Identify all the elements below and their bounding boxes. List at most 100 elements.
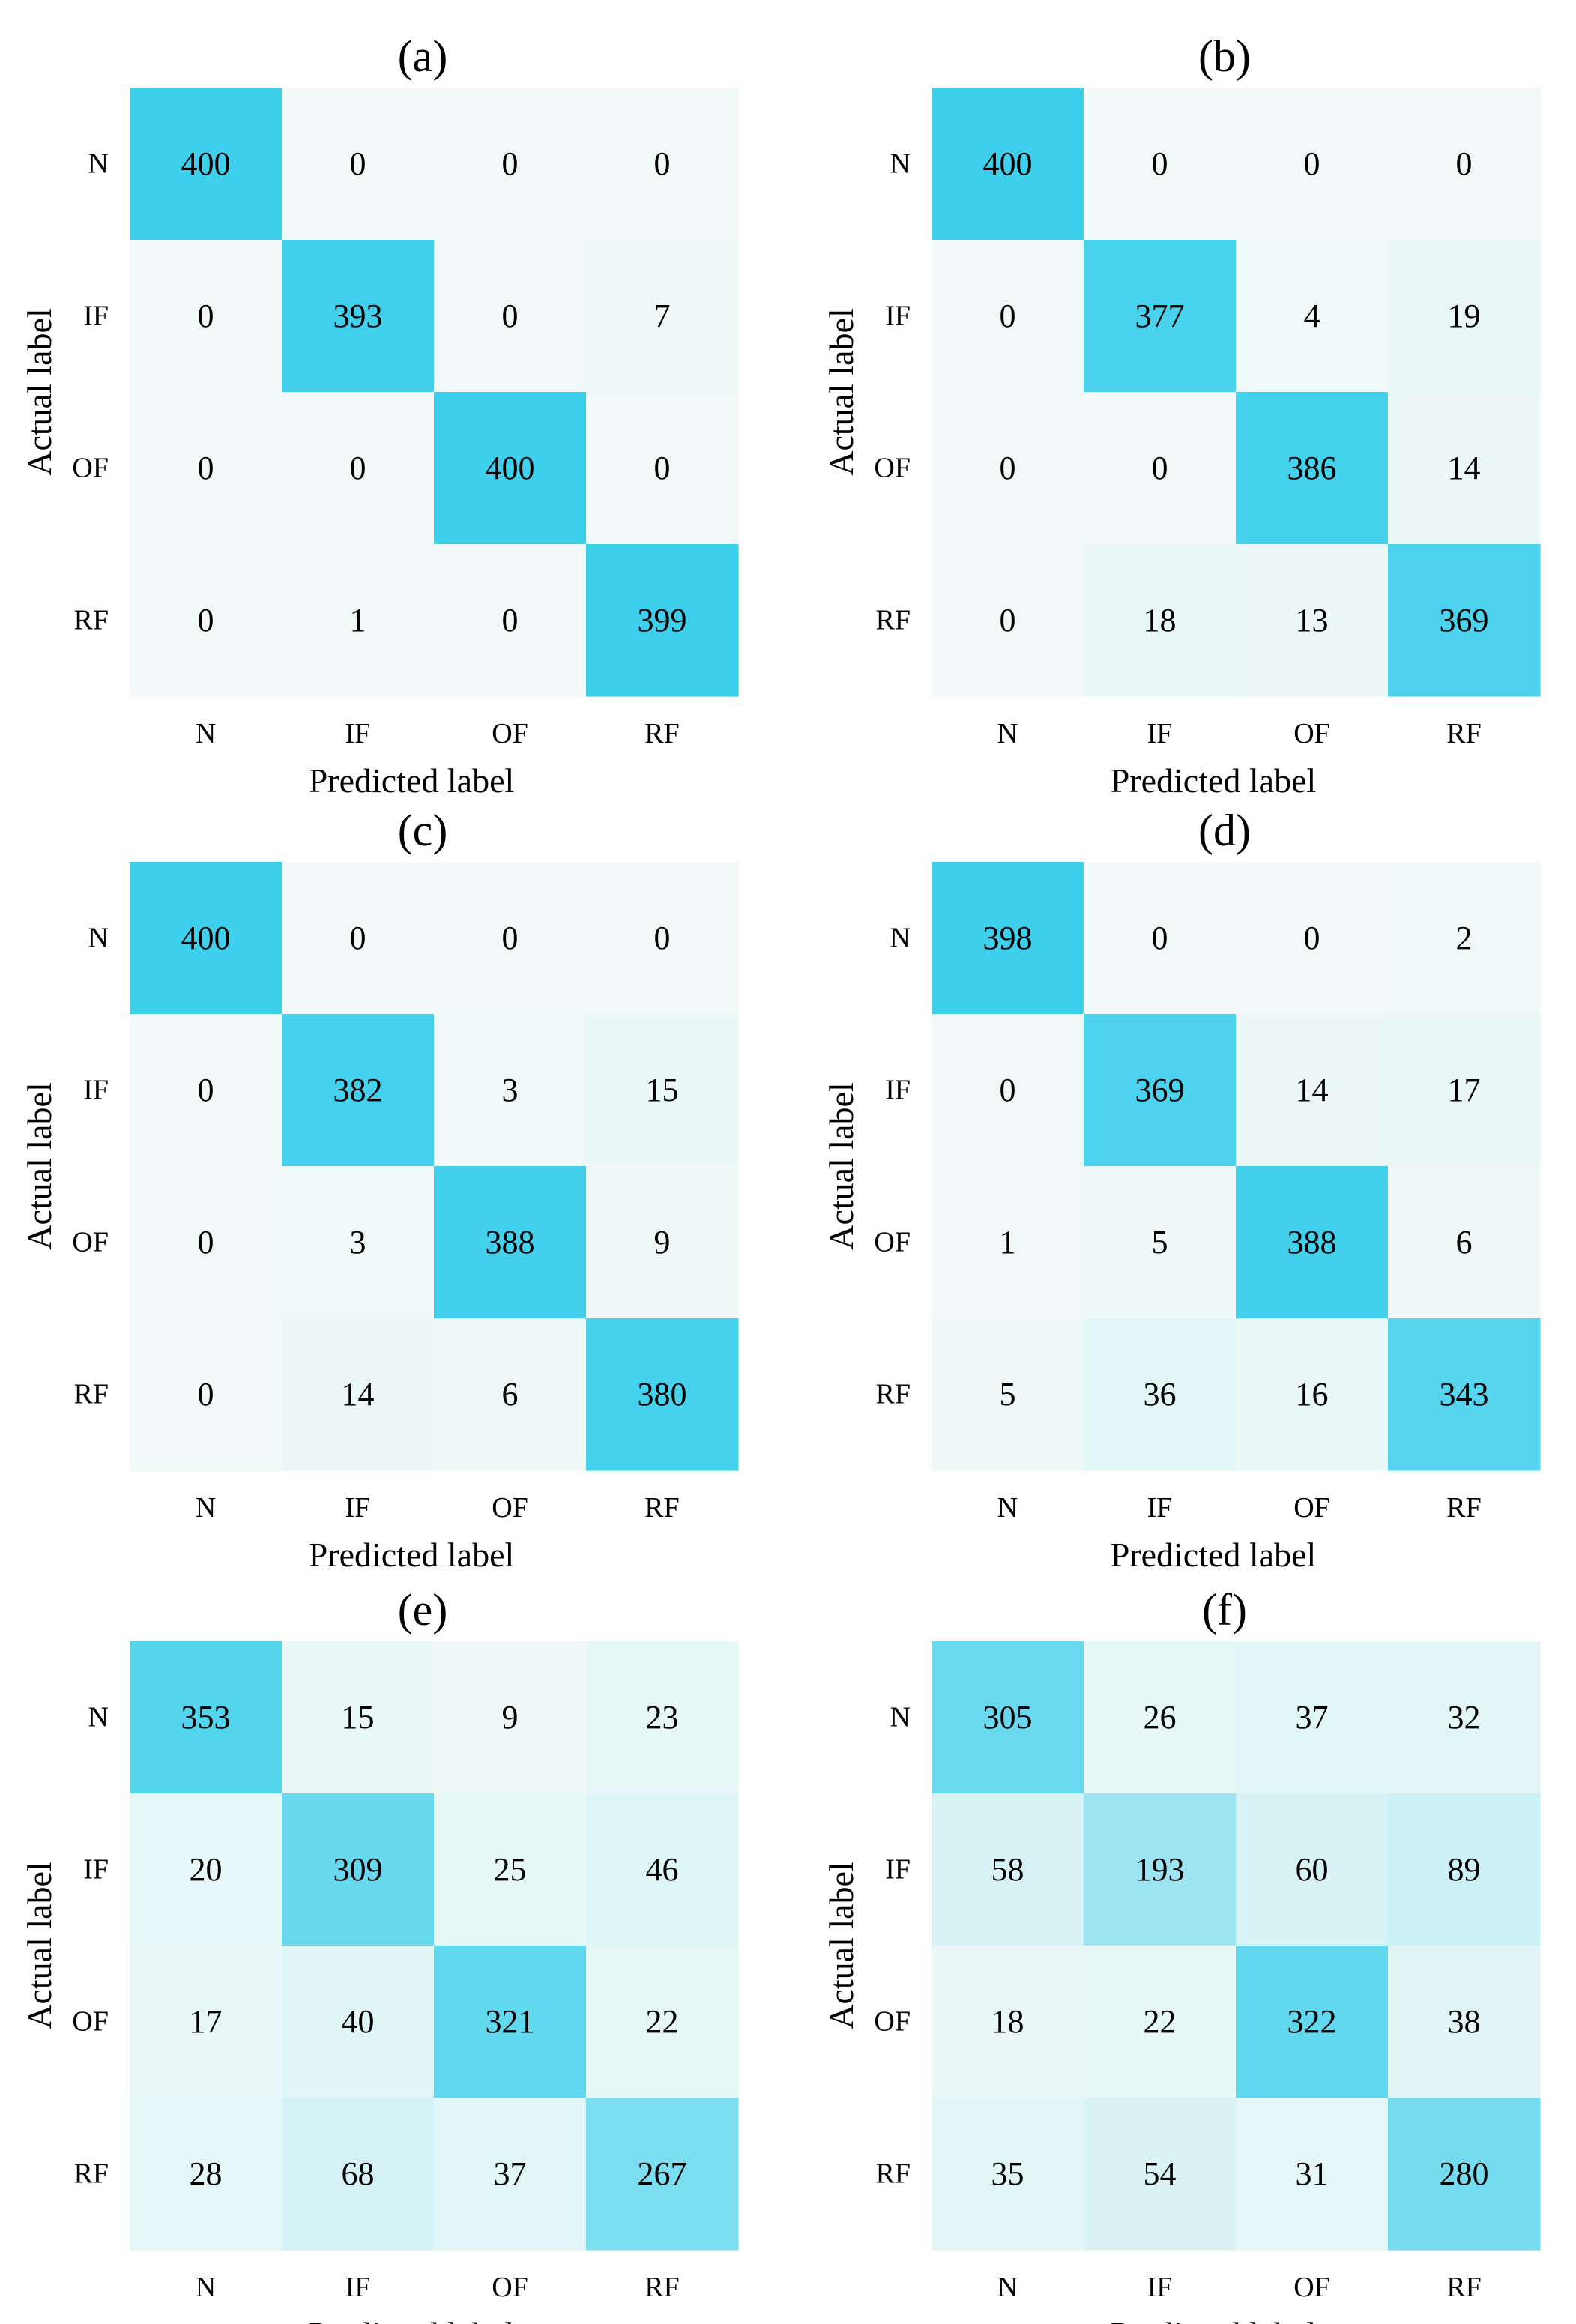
y-tick-label: IF (83, 1854, 109, 1886)
cell-value: 3 (502, 1072, 519, 1108)
heatmap-cell (434, 240, 587, 393)
heatmap-cell (130, 2098, 283, 2251)
y-tick-label: RF (876, 1379, 911, 1410)
cell-value: 46 (646, 1851, 679, 1888)
y-tick-label: N (890, 1702, 911, 1733)
y-tick-label: OF (874, 1227, 911, 1258)
heatmap-cell (1084, 1318, 1237, 1471)
cell-value: 369 (1440, 602, 1489, 639)
cell-value: 54 (1144, 2155, 1177, 2192)
heatmap-cell (130, 392, 283, 545)
cell-value: 36 (1144, 1376, 1177, 1413)
x-tick-label: IF (1147, 1492, 1173, 1524)
heatmap-cell (932, 240, 1084, 393)
heatmap-cell (282, 1641, 435, 1794)
heatmap-cell (434, 862, 587, 1015)
cell-value: 19 (1448, 298, 1481, 334)
heatmap-cell (1084, 240, 1237, 393)
heatmap-cell (586, 1641, 739, 1794)
cell-value: 26 (1144, 1699, 1177, 1736)
heatmap-cell (1388, 392, 1541, 545)
x-tick-label: RF (1446, 2272, 1481, 2303)
heatmap-cell (1084, 1946, 1237, 2098)
y-tick-label: IF (83, 301, 109, 332)
cell-value: 60 (1296, 1851, 1329, 1888)
heatmap-cell (1388, 2098, 1541, 2251)
cell-value: 32 (1448, 1699, 1481, 1736)
heatmap-cell (932, 1641, 1084, 1794)
cell-value: 0 (1152, 450, 1168, 486)
heatmap-cell (282, 2098, 435, 2251)
cell-value: 58 (991, 1851, 1024, 1888)
heatmap-cell (1236, 1014, 1389, 1167)
y-tick-label: OF (72, 1227, 109, 1258)
x-axis-label: Predicted label (309, 1536, 515, 1574)
cell-value: 400 (181, 920, 231, 956)
heatmap-cell (1388, 1946, 1541, 2098)
confusion-matrix-panel-6: (f) 305 26 37 32 58 193 60 89 18 22 322 38 35 54 31 280 N… (822, 1585, 1541, 2324)
heatmap-cell (130, 240, 283, 393)
x-tick-label: IF (345, 718, 371, 749)
cell-value: 9 (502, 1699, 519, 1736)
cell-value: 1 (350, 602, 366, 639)
cell-value: 321 (486, 2003, 535, 2040)
cell-value: 0 (502, 298, 519, 334)
cell-value: 7 (654, 298, 671, 334)
cell-value: 388 (486, 1224, 535, 1261)
heatmap-cell (282, 1318, 435, 1471)
cell-value: 0 (350, 920, 366, 956)
heatmap-cell (434, 88, 587, 241)
cell-value: 89 (1448, 1851, 1481, 1888)
confusion-matrix-panel-2: (b) 400 0 0 0 0 377 4 19 0 0 386 14 0 18 13 369 N IF OF RF N I… (822, 31, 1541, 800)
cell-value: 2 (1456, 920, 1473, 956)
panel-title: (f) (1202, 1585, 1247, 1635)
panel-title: (b) (1198, 31, 1251, 81)
cell-value: 16 (1296, 1376, 1329, 1413)
heatmap-cell (932, 1793, 1084, 1946)
cell-value: 0 (1000, 298, 1016, 334)
heatmap-cell (282, 544, 435, 697)
x-axis-label: Predicted label (1111, 1536, 1317, 1574)
y-tick-label: N (890, 148, 911, 180)
cell-value: 17 (1448, 1072, 1481, 1108)
heatmap-cell (1388, 1641, 1541, 1794)
heatmap-cell (1388, 1793, 1541, 1946)
y-tick-label: RF (876, 2158, 911, 2190)
y-tick-label: N (88, 1702, 109, 1733)
heatmap-cell (1084, 1014, 1237, 1167)
heatmap-cell (1084, 1793, 1237, 1946)
heatmap-cell (130, 1946, 283, 2098)
y-tick-label: IF (83, 1075, 109, 1106)
heatmap-cell (130, 1318, 283, 1471)
cell-value: 0 (654, 145, 671, 182)
cell-value: 25 (494, 1851, 527, 1888)
heatmap-cell (586, 1318, 739, 1471)
heatmap-cell (1388, 862, 1541, 1015)
cell-value: 15 (342, 1699, 375, 1736)
confusion-matrix-panel-3: (c) 400 0 0 0 0 382 3 15 0 3 388 9 0 14 6 380 N IF OF RF N IF O… (20, 806, 739, 1574)
heatmap-cell (282, 1166, 435, 1319)
x-tick-label: OF (1293, 2272, 1330, 2303)
heatmap-cell (130, 88, 283, 241)
heatmap-cell (932, 1318, 1084, 1471)
y-tick-label: IF (885, 301, 911, 332)
heatmap-cell (434, 544, 587, 697)
y-tick-label: N (88, 148, 109, 180)
cell-value: 399 (638, 602, 687, 639)
cell-value: 0 (198, 602, 214, 639)
panel-title: (a) (398, 31, 448, 81)
cell-value: 309 (333, 1851, 383, 1888)
x-tick-label: RF (1446, 718, 1481, 749)
heatmap-cell (1236, 1641, 1389, 1794)
heatmap-cell (1236, 240, 1389, 393)
cell-value: 20 (190, 1851, 223, 1888)
cell-value: 322 (1287, 2003, 1337, 2040)
heatmap-cell (932, 1946, 1084, 2098)
heatmap-cell (282, 862, 435, 1015)
y-tick-label: OF (72, 453, 109, 484)
heatmap-cell (586, 1166, 739, 1319)
y-axis-label: Actual label (822, 1862, 860, 2029)
y-axis-label: Actual label (822, 1082, 860, 1250)
heatmap-cell (282, 88, 435, 241)
cell-value: 0 (198, 298, 214, 334)
